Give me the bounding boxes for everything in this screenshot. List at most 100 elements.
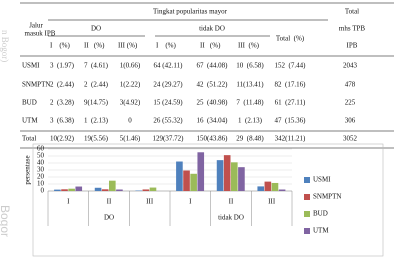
watermark: n Bogor) bbox=[0, 30, 10, 62]
bar bbox=[278, 189, 286, 191]
table-cell: 2 (3.28) bbox=[50, 99, 75, 107]
total-header: Total bbox=[345, 8, 359, 16]
bar bbox=[75, 186, 83, 191]
table-cell: 10 (6.58) bbox=[236, 62, 264, 70]
table-cell: 342(11.21) bbox=[275, 135, 306, 143]
table-cell: 2 (2.44) bbox=[50, 81, 75, 89]
row-header: masuk IPB bbox=[25, 30, 56, 38]
table-cell: 129(37.72) bbox=[153, 135, 185, 143]
legend-swatch bbox=[304, 228, 310, 234]
table-cell: 3052 bbox=[343, 135, 358, 143]
legend-label: SNMPTN bbox=[313, 193, 341, 201]
table-cell: 29 (8.48) bbox=[236, 135, 264, 143]
table-cell: 24 (29.27) bbox=[153, 81, 183, 89]
bar bbox=[68, 188, 75, 191]
y-tick-label: 20 bbox=[37, 173, 45, 181]
bar bbox=[183, 170, 190, 191]
bar bbox=[223, 155, 231, 191]
table-cell: 2 (2.44) bbox=[84, 81, 109, 89]
bar bbox=[257, 186, 265, 191]
legend-swatch bbox=[304, 211, 310, 217]
table-cell: 150(43.86) bbox=[197, 135, 229, 143]
column-header: III (%) bbox=[118, 42, 138, 50]
table-cell: 67 (44.08) bbox=[197, 62, 229, 70]
table-cell: 15 (24.59) bbox=[153, 99, 183, 107]
bar bbox=[216, 160, 224, 191]
table-cell: 7 (11.48) bbox=[236, 99, 264, 107]
column-header: II (%) bbox=[84, 42, 105, 50]
x-tick-label: III bbox=[146, 198, 154, 206]
bar bbox=[101, 189, 109, 191]
y-tick-label: 60 bbox=[37, 145, 45, 153]
column-header: III (%) bbox=[238, 42, 260, 50]
bar bbox=[238, 167, 245, 191]
column-header: I (%) bbox=[50, 42, 70, 50]
bar bbox=[190, 173, 197, 191]
bar bbox=[149, 187, 157, 191]
table-cell: 11(13.41) bbox=[236, 81, 264, 89]
y-tick-label: 40 bbox=[37, 159, 45, 167]
column-header: Total (%) bbox=[276, 35, 305, 43]
table-cell: 3 (6.38) bbox=[50, 117, 75, 125]
table-cell: 10(2.92) bbox=[50, 135, 75, 143]
total-header: mhs TPB bbox=[339, 25, 365, 33]
bar bbox=[94, 187, 102, 191]
bar bbox=[176, 161, 183, 191]
row-header: Jalur bbox=[29, 22, 43, 30]
column-header: I (%) bbox=[156, 42, 176, 50]
x-tick-label: III bbox=[268, 198, 276, 206]
row-label: UTM bbox=[22, 117, 38, 125]
legend-label: UTM bbox=[313, 227, 329, 235]
table-cell: 3 (1.97) bbox=[50, 62, 75, 70]
y-tick-label: 10 bbox=[37, 180, 45, 188]
table-cell: 1(0.66) bbox=[120, 62, 141, 70]
legend-swatch bbox=[304, 177, 310, 183]
group-label: tidak DO bbox=[218, 214, 244, 222]
table-cell: 19(5.56) bbox=[84, 135, 109, 143]
table-cell: 478 bbox=[345, 81, 356, 89]
x-tick-label: I bbox=[189, 198, 192, 206]
table-cell: 2043 bbox=[343, 62, 358, 70]
chart-frame bbox=[32, 143, 384, 257]
table-cell: 82 (17.16) bbox=[275, 81, 307, 89]
table-cell: 1(2.22) bbox=[120, 81, 141, 89]
x-tick-label: II bbox=[107, 198, 112, 206]
row-label: USMI bbox=[22, 62, 40, 70]
y-tick-label: 30 bbox=[37, 166, 45, 174]
column-header: II (%) bbox=[200, 42, 221, 50]
bar bbox=[109, 180, 116, 191]
bar bbox=[197, 152, 205, 191]
table-cell: 225 bbox=[345, 99, 356, 107]
table-title: Tingkat popularitas mayor bbox=[153, 8, 228, 16]
bar bbox=[271, 182, 279, 191]
table-cell: 61 (27.11) bbox=[275, 99, 306, 107]
x-tick-label: II bbox=[229, 198, 234, 206]
table-cell: 3(4.92) bbox=[120, 99, 141, 107]
legend-label: BUD bbox=[313, 210, 328, 218]
total-header: IPB bbox=[347, 42, 358, 50]
table-cell: 152 (7.44) bbox=[275, 62, 307, 70]
table-cell: 306 bbox=[345, 117, 356, 125]
legend-label: USMI bbox=[313, 176, 331, 184]
table-cell: 64 (42.11) bbox=[154, 62, 184, 70]
row-label: SNMPTN bbox=[22, 81, 50, 89]
table-cell: 9(14.75) bbox=[84, 99, 109, 107]
bar bbox=[61, 189, 68, 191]
table-cell: 47 (15.36) bbox=[275, 117, 307, 125]
group-label: DO bbox=[104, 214, 114, 222]
table-cell: 7 (4.61) bbox=[84, 62, 109, 70]
group-header: tidak DO bbox=[199, 25, 225, 33]
row-label: Total bbox=[22, 135, 36, 143]
table-cell: 0 bbox=[128, 117, 132, 125]
table-cell: 25 (40.98) bbox=[197, 99, 229, 107]
bar bbox=[54, 189, 61, 191]
y-tick-label: 0 bbox=[41, 187, 45, 195]
bar bbox=[231, 162, 238, 191]
table-cell: 26 (55.32) bbox=[153, 117, 183, 125]
y-tick-label: 50 bbox=[37, 152, 45, 160]
watermark: Bogor bbox=[0, 205, 12, 237]
group-header: DO bbox=[91, 25, 101, 33]
bar bbox=[142, 189, 150, 191]
row-label: BUD bbox=[22, 99, 37, 107]
